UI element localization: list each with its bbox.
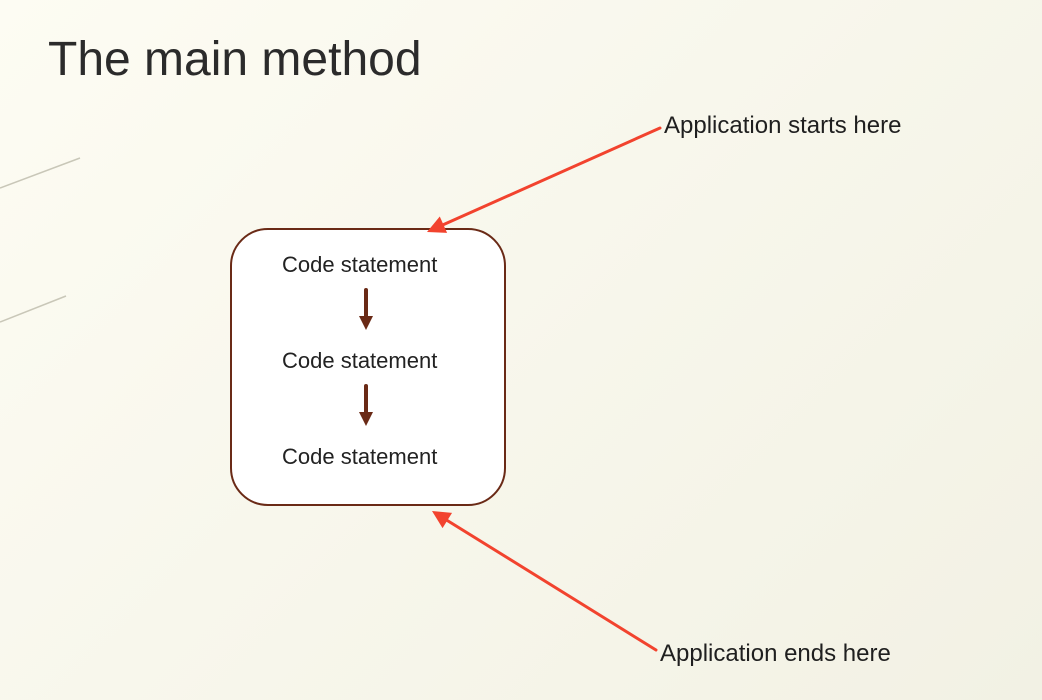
slide-title: The main method	[48, 32, 422, 87]
code-statement-3: Code statement	[282, 444, 437, 470]
application-starts-label: Application starts here	[664, 112, 901, 140]
slide: The main method Code statement Code stat…	[0, 0, 1042, 700]
code-statement-1: Code statement	[282, 252, 437, 278]
diagram-overlay	[0, 0, 1042, 700]
code-statement-2: Code statement	[282, 348, 437, 374]
application-ends-label: Application ends here	[660, 640, 891, 668]
